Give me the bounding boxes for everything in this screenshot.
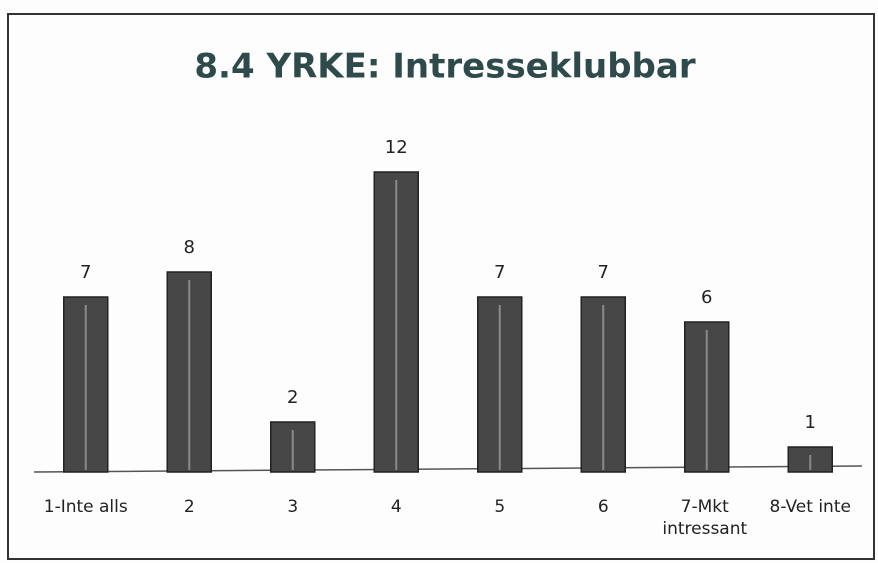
data-label: 12 (385, 137, 408, 158)
data-label: 7 (80, 262, 91, 283)
x-tick-label: 6 (597, 497, 609, 517)
x-tick-label: 1-Inte alls (43, 497, 128, 517)
x-tick-label: 4 (390, 497, 402, 517)
x-tick-label: 2 (183, 497, 195, 517)
frame (7, 13, 875, 560)
data-label: 7 (598, 262, 609, 283)
x-tick-label: 5 (494, 497, 506, 517)
chart-title: 8.4 YRKE: Intresseklubbar (194, 47, 695, 87)
data-label: 7 (494, 262, 505, 283)
x-tick-label: 8-Vet inte (769, 497, 851, 517)
x-tick-label: 7-Mkt intressant (662, 497, 748, 539)
data-label: 6 (701, 287, 712, 308)
baseline (33, 465, 863, 473)
data-label: 2 (287, 387, 298, 408)
x-tick-label: 3 (287, 497, 299, 517)
data-label: 8 (184, 237, 195, 258)
data-label: 1 (805, 412, 816, 433)
